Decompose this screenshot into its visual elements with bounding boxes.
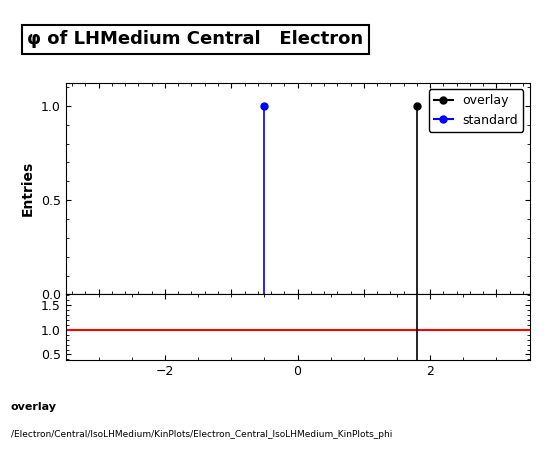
Text: /Electron/Central/IsoLHMedium/KinPlots/Electron_Central_IsoLHMedium_KinPlots_phi: /Electron/Central/IsoLHMedium/KinPlots/E… — [11, 430, 392, 438]
Text: overlay: overlay — [11, 402, 57, 412]
Y-axis label: Entries: Entries — [21, 161, 35, 216]
Legend: overlay, standard: overlay, standard — [429, 90, 524, 132]
Text: φ of LHMedium Central   Electron: φ of LHMedium Central Electron — [27, 30, 364, 48]
